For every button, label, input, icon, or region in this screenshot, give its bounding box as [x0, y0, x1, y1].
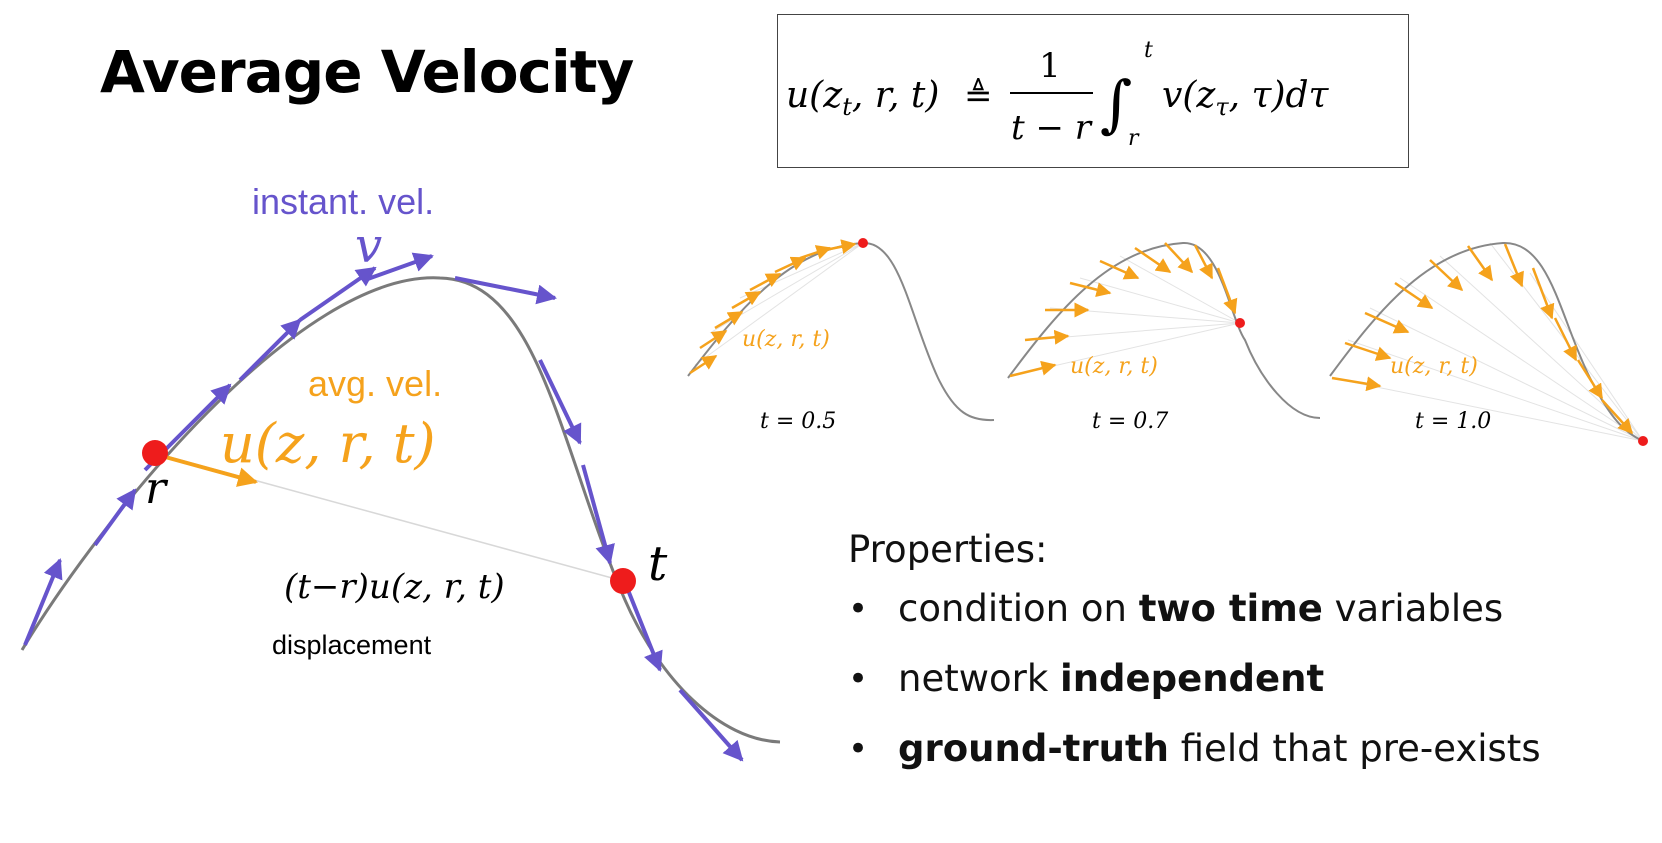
- label-r: r: [145, 463, 169, 514]
- field-panel-t07: u(z, r, t) t = 0.7: [1007, 241, 1321, 434]
- property-item-network-independent: network independent: [848, 655, 1541, 725]
- property-item-two-time: condition on two time variables: [848, 585, 1541, 655]
- instant-velocity-label: instant. vel.: [252, 181, 434, 222]
- displacement-label: displacement: [272, 630, 432, 660]
- instant-velocity-arrow: [626, 589, 663, 672]
- slide-title: Average Velocity: [100, 38, 634, 106]
- formula-numerator: 1: [1039, 46, 1061, 86]
- formula-integral: ∫: [1100, 67, 1132, 140]
- formula-integrand: v(zτ, τ)dτ: [1162, 75, 1330, 121]
- panel-curve: [1329, 241, 1644, 442]
- formula-denominator: t − r: [1011, 108, 1093, 148]
- average-velocity-label: avg. vel.: [308, 363, 442, 404]
- properties-heading: Properties:: [848, 528, 1048, 571]
- instant-velocity-arrow: [454, 276, 557, 305]
- main-diagram: instant. vel. v avg. vel. u(z, r, t) r t…: [20, 181, 781, 762]
- instant-velocity-arrow: [23, 558, 63, 646]
- instant-velocity-arrow: [93, 488, 137, 547]
- panel-field-label: u(z, r, t): [1390, 354, 1478, 379]
- formula-box: u(zt, r, t) ≜ 1 t − r ∫ t r v(zτ, τ)dτ: [777, 14, 1409, 168]
- properties-list: condition on two time variables network …: [848, 585, 1541, 795]
- field-panel-t05: u(z, r, t) t = 0.5: [687, 238, 995, 434]
- panel-point: [1235, 318, 1245, 328]
- point-t: [610, 568, 636, 594]
- grey-guide-lines: [1331, 242, 1644, 442]
- properties-section: Properties: condition on two time variab…: [848, 528, 1541, 795]
- instant-velocity-arrow: [238, 318, 302, 382]
- instant-velocity-arrow: [678, 688, 744, 762]
- panel-field-label: u(z, r, t): [742, 327, 830, 352]
- panel-arrows: [1331, 243, 1634, 435]
- point-r: [142, 440, 168, 466]
- panel-time-label: t = 0.5: [760, 409, 836, 434]
- label-t: t: [648, 536, 668, 592]
- instant-velocity-arrow: [538, 359, 582, 445]
- displacement-formula: (t−r)u(z, r, t): [284, 567, 505, 607]
- formula-upper-limit: t: [1144, 38, 1153, 63]
- panel-arrows: [689, 239, 857, 375]
- average-velocity-arrow: [157, 453, 258, 487]
- formula-lower-limit: r: [1128, 126, 1140, 151]
- instant-velocity-arrow: [298, 266, 377, 322]
- panel-point: [1638, 436, 1648, 446]
- property-item-ground-truth: ground-truth field that pre-exists: [848, 725, 1541, 795]
- formula-defeq: ≜: [964, 76, 993, 116]
- instant-velocity-arrow: [581, 464, 615, 565]
- average-velocity-symbol: u(z, r, t): [220, 412, 436, 475]
- average-velocity-formula: u(zt, r, t) ≜ 1 t − r ∫ t r v(zτ, τ)dτ: [786, 38, 1330, 151]
- panel-curve: [687, 241, 995, 422]
- instant-velocity-symbol: v: [355, 218, 382, 274]
- panel-arrows: [1009, 242, 1238, 378]
- trajectory-curve: [20, 276, 781, 744]
- instant-velocity-arrow: [364, 252, 434, 282]
- panel-field-label: u(z, r, t): [1070, 354, 1158, 379]
- panel-time-label: t = 0.7: [1092, 409, 1168, 434]
- formula-lhs: u(zt, r, t): [786, 75, 939, 121]
- panel-curve: [1007, 241, 1321, 419]
- field-panel-t10: u(z, r, t) t = 1.0: [1329, 241, 1648, 446]
- panel-time-label: t = 1.0: [1415, 409, 1491, 434]
- panel-point: [858, 238, 868, 248]
